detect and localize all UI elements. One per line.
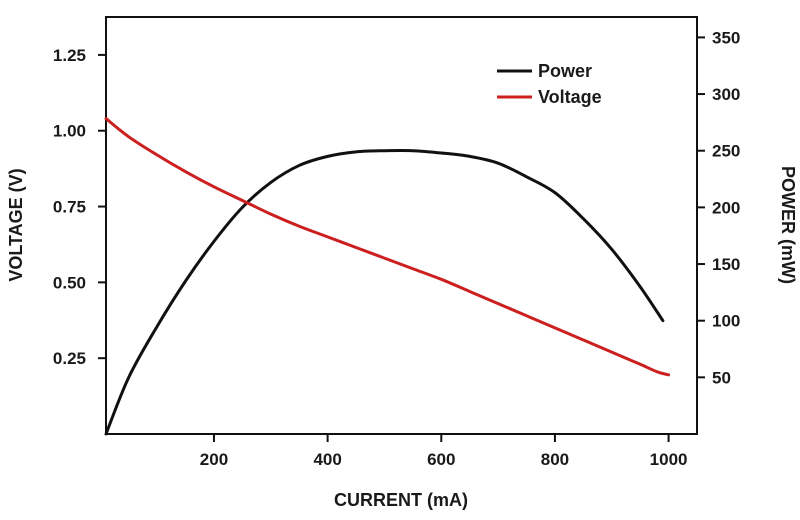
series-line-power <box>104 148 665 436</box>
right-y-tick-label: 250 <box>712 142 740 161</box>
x-tick-label: 200 <box>200 450 228 469</box>
right-y-tick-label: 150 <box>712 255 740 274</box>
x-tick-label: 600 <box>427 450 455 469</box>
right-y-tick-label: 100 <box>712 312 740 331</box>
right-y-tick-label: 300 <box>712 85 740 104</box>
left-y-tick-label: 1.00 <box>53 122 86 141</box>
x-axis-title: CURRENT (mA) <box>334 490 468 510</box>
x-axis-ticks: 200 400 600 800 1000 <box>200 434 688 469</box>
legend-label-power: Power <box>538 61 592 81</box>
left-y-tick-label: 1.25 <box>53 46 86 65</box>
series-line-voltage <box>104 117 671 377</box>
right-y-axis-title: POWER (mW) <box>778 166 798 284</box>
right-y-axis-ticks: 50 100 150 200 250 300 350 <box>697 28 740 387</box>
series-layer <box>104 117 671 436</box>
legend-label-voltage: Voltage <box>538 87 602 107</box>
left-y-tick-label: 0.75 <box>53 198 86 217</box>
x-tick-label: 400 <box>313 450 341 469</box>
left-y-tick-label: 0.50 <box>53 273 86 292</box>
x-tick-label: 1000 <box>650 450 688 469</box>
left-y-tick-label: 0.25 <box>53 349 86 368</box>
x-tick-label: 800 <box>541 450 569 469</box>
right-y-tick-label: 200 <box>712 198 740 217</box>
right-y-tick-label: 50 <box>712 368 731 387</box>
legend: Power Voltage <box>497 61 602 107</box>
plot-frame <box>105 16 698 435</box>
right-y-tick-label: 350 <box>712 28 740 47</box>
left-y-axis-ticks: 0.25 0.50 0.75 1.00 1.25 <box>53 46 106 368</box>
left-y-axis-title: VOLTAGE (V) <box>6 168 26 281</box>
